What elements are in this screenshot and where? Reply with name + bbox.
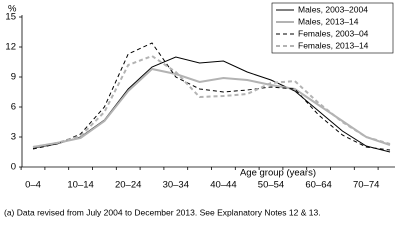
x-tick-label: 60–64 — [305, 180, 331, 191]
y-tick-label: 9 — [11, 72, 16, 83]
y-axis-label: % — [8, 4, 17, 15]
legend-label: Males, 2003–2004 — [298, 4, 368, 14]
x-tick-label: 70–74 — [353, 180, 379, 191]
x-tick-label: 20–24 — [115, 180, 141, 191]
series-line — [32, 67, 391, 148]
x-axis-label: Age group (years) — [240, 168, 316, 179]
y-tick-label: 15 — [5, 12, 16, 23]
legend-label: Males, 2013–14 — [298, 16, 359, 26]
x-tick-label: 50–54 — [258, 180, 284, 191]
legend-label: Females, 2013–14 — [298, 40, 369, 50]
x-tick-label: 10–14 — [67, 180, 93, 191]
y-tick-label: 0 — [11, 162, 16, 173]
series-line — [32, 56, 391, 153]
chart: % Age group (years) (a) Data revised fro… — [4, 2, 395, 217]
x-tick-label: 0–4 — [25, 180, 41, 191]
series-line — [32, 42, 391, 151]
x-tick-label: 40–44 — [210, 180, 236, 191]
y-tick-label: 12 — [5, 42, 16, 53]
legend-label: Females, 2003–04 — [298, 28, 369, 38]
footnote: (a) Data revised from July 2004 to Decem… — [4, 207, 321, 217]
legend-box — [271, 2, 394, 54]
y-tick-label: 3 — [11, 132, 16, 143]
x-tick-label: 30–34 — [163, 180, 189, 191]
series-line — [32, 54, 391, 148]
y-tick-label: 6 — [11, 102, 16, 113]
legend: Males, 2003–2004 Males, 2013–14 Females, 2… — [271, 2, 394, 54]
